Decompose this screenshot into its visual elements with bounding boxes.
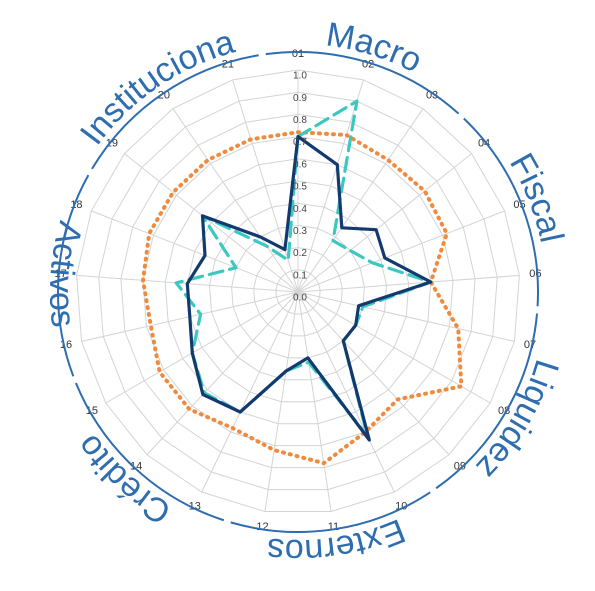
grid-ring <box>76 69 520 513</box>
group-arc <box>75 382 225 522</box>
series-line <box>141 130 464 466</box>
group-label: Crédito <box>69 428 177 532</box>
group-label: Fiscal <box>502 147 570 246</box>
r-tick-label: 0.8 <box>293 115 307 126</box>
spoke <box>91 210 299 293</box>
r-tick-label: 0.2 <box>293 248 307 259</box>
category-label: 14 <box>130 460 142 472</box>
category-label: 19 <box>106 138 118 150</box>
category-label: 06 <box>529 268 541 280</box>
category-label: 09 <box>454 460 466 472</box>
series-line <box>174 99 433 438</box>
group-arc <box>463 117 539 307</box>
group-label-path: Macro <box>324 15 428 80</box>
group-arc <box>230 491 431 533</box>
spoke <box>297 108 424 293</box>
spoke <box>297 291 395 493</box>
spoke <box>297 210 505 293</box>
r-tick-label: 0.3 <box>293 226 307 237</box>
group-label: Macro <box>324 15 428 80</box>
spoke <box>297 79 364 293</box>
spoke <box>201 291 299 493</box>
category-label: 20 <box>158 89 170 101</box>
group-arc <box>435 313 539 490</box>
r-tick-label: 1.0 <box>293 71 307 82</box>
spoke <box>297 153 472 293</box>
grid-ring <box>98 91 498 491</box>
category-label: 07 <box>524 339 536 351</box>
r-tick-label: 0.6 <box>293 159 307 170</box>
grid-ring <box>275 269 321 315</box>
grid-ring <box>120 113 476 469</box>
grid-ring <box>231 224 365 359</box>
category-label: 04 <box>478 138 490 150</box>
r-tick-label: 0.5 <box>293 182 307 193</box>
category-label: 03 <box>426 89 438 101</box>
spoke <box>297 291 332 512</box>
category-label: 16 <box>60 339 72 351</box>
group-label-path: Instituciona <box>73 23 239 152</box>
grid-ring <box>253 247 343 337</box>
group-arc <box>91 54 259 170</box>
r-tick-label: 0.4 <box>293 204 307 215</box>
group-label: Externos <box>265 511 410 570</box>
spoke <box>146 291 299 456</box>
spoke <box>297 274 520 293</box>
spoke <box>297 291 491 404</box>
r-tick-label: 0.1 <box>293 270 307 281</box>
r-tick-label: 0.0 <box>293 293 307 304</box>
spoke <box>297 291 515 342</box>
category-label: 12 <box>256 521 268 533</box>
spoke <box>172 108 299 293</box>
spoke <box>232 79 299 293</box>
group-arc <box>265 51 460 115</box>
grid-ring <box>142 136 454 447</box>
spoke <box>124 153 299 293</box>
category-label: 01 <box>292 48 304 60</box>
spoke <box>105 291 299 404</box>
r-tick-label: 0.7 <box>293 137 307 148</box>
spoke <box>264 291 299 512</box>
group-label-path: Fiscal <box>502 147 570 246</box>
grid-ring <box>164 158 432 425</box>
group-label: Activos <box>42 218 90 329</box>
category-label: 11 <box>328 521 339 533</box>
group-arc <box>57 174 90 377</box>
group-label-path: Crédito <box>69 428 177 532</box>
series-line <box>185 135 433 442</box>
group-label: Liquidez <box>469 355 566 486</box>
group-label-path: Liquidez <box>469 355 566 486</box>
group-label: Instituciona <box>73 23 239 152</box>
group-label-path: Externos <box>265 511 410 570</box>
group-label-path: Activos <box>42 218 90 329</box>
spoke <box>297 291 450 456</box>
r-tick-label: 0.9 <box>293 93 307 104</box>
